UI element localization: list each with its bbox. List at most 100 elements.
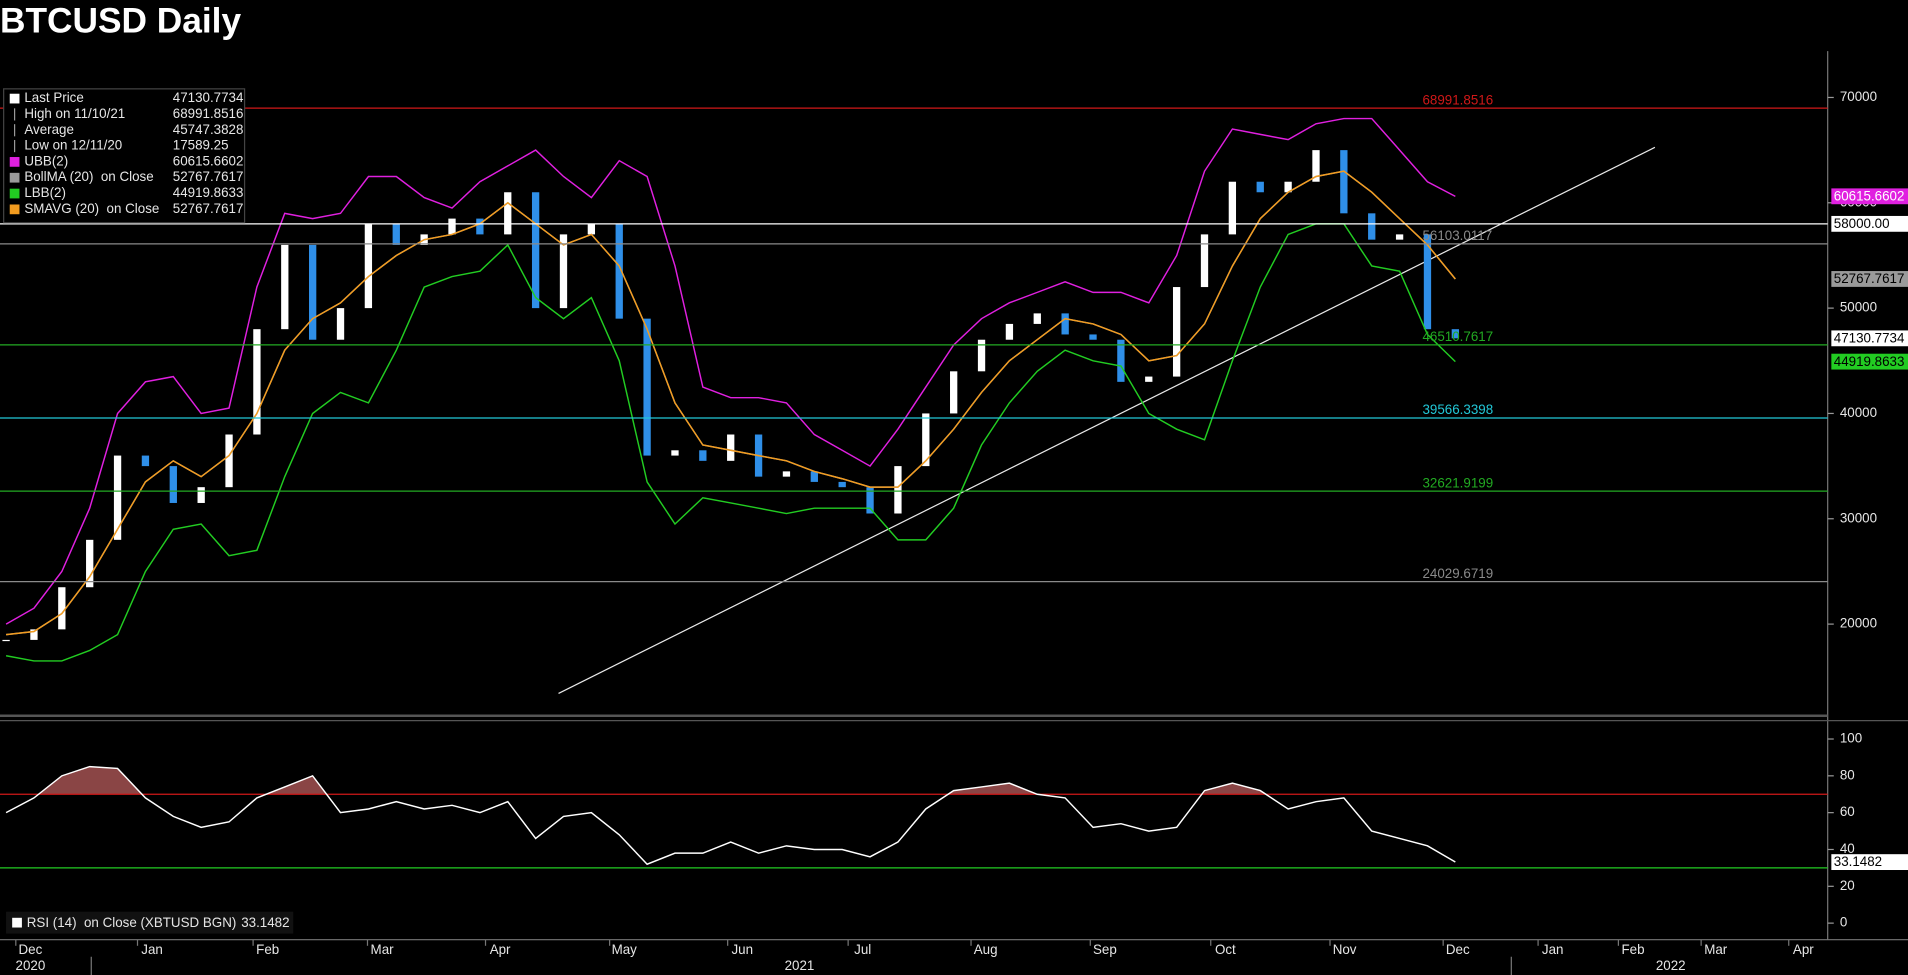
x-tick-label: Jan xyxy=(1542,942,1564,957)
candle xyxy=(838,481,846,488)
series-tag: 47130.7734 xyxy=(1834,330,1905,345)
series-tag: 60615.6602 xyxy=(1834,188,1905,203)
legend-swatch xyxy=(9,204,20,215)
candle xyxy=(476,218,484,235)
x-tick-label: Apr xyxy=(1793,942,1814,957)
candle xyxy=(894,466,902,514)
candle xyxy=(58,587,66,630)
legend-value: 60615.6602 xyxy=(173,153,244,168)
x-tick-label: Mar xyxy=(1704,942,1728,957)
candle xyxy=(364,223,373,309)
candle xyxy=(866,487,874,514)
legend-swatch xyxy=(9,188,20,199)
x-tick-label: Mar xyxy=(371,942,395,957)
candle xyxy=(531,192,540,309)
legend-swatch xyxy=(9,93,20,104)
year-label: 2022 xyxy=(1656,958,1686,973)
candle xyxy=(281,244,289,330)
y-tick-label: 50000 xyxy=(1840,300,1877,315)
candle xyxy=(1451,329,1459,339)
y-tick-label: 30000 xyxy=(1840,510,1877,525)
candle xyxy=(225,434,233,488)
rsi-legend-box xyxy=(6,911,294,934)
level-tag: 58000.00 xyxy=(1834,216,1890,231)
y-tick-label: 70000 xyxy=(1840,89,1877,104)
x-tick-label: Sep xyxy=(1093,942,1117,957)
candle xyxy=(309,244,317,340)
chart-title: BTCUSD Daily xyxy=(0,1,241,40)
y-tick-label: 40 xyxy=(1840,841,1855,856)
candle xyxy=(113,455,122,540)
y-tick-label: 80 xyxy=(1840,767,1855,782)
level-tag-bg xyxy=(1831,215,1908,232)
candle xyxy=(615,223,623,319)
candle xyxy=(86,539,94,588)
candle xyxy=(1284,181,1292,193)
candle xyxy=(643,318,651,456)
legend-value: 52767.7617 xyxy=(173,169,244,184)
candle xyxy=(1089,334,1097,340)
candle xyxy=(671,450,679,456)
candle xyxy=(1145,376,1153,382)
legend-value: 45747.3828 xyxy=(173,122,244,137)
candle xyxy=(197,487,205,503)
level-label: 56103.0117 xyxy=(1422,228,1492,243)
y-tick-label: 20 xyxy=(1840,878,1855,893)
series-line xyxy=(5,223,1456,662)
price-panel xyxy=(2,117,1656,694)
legend-box xyxy=(3,88,246,224)
candle xyxy=(1117,339,1125,382)
legend-label: UBB(2) xyxy=(24,153,68,168)
legend-value: 52767.7617 xyxy=(173,201,244,216)
legend-label: RSI (14) on Close (XBTUSD BGN) xyxy=(27,915,237,930)
year-label: 2021 xyxy=(785,958,815,973)
series-tag-bg xyxy=(1831,854,1908,871)
candle xyxy=(141,455,150,467)
y-tick-label: 60 xyxy=(1840,804,1855,819)
legend-value: 68991.8516 xyxy=(173,106,244,121)
legend-swatch xyxy=(9,172,20,183)
candle xyxy=(950,371,958,414)
x-tick-label: Jan xyxy=(141,942,163,957)
level-label: 46510.7617 xyxy=(1422,329,1493,344)
year-label: 2020 xyxy=(16,958,46,973)
y-tick-label: 40000 xyxy=(1840,405,1877,420)
candle xyxy=(1200,234,1209,288)
series-line xyxy=(5,765,1456,866)
legend-value: 44919.8633 xyxy=(173,185,244,200)
x-tick-label: Dec xyxy=(1446,942,1470,957)
candle xyxy=(782,471,791,477)
candle xyxy=(448,218,456,235)
candle xyxy=(1033,313,1041,324)
legend-value: 47130.7734 xyxy=(173,90,244,105)
series-tag-bg xyxy=(1831,353,1908,370)
candle xyxy=(1256,181,1264,193)
legend: Last Price 47130.7734 High on 11/10/21 6899… xyxy=(3,88,246,224)
series-tag: 52767.7617 xyxy=(1834,271,1905,286)
series-tag-bg xyxy=(1831,330,1908,347)
x-tick-label: May xyxy=(612,942,638,957)
candle xyxy=(810,471,818,482)
candle xyxy=(1312,150,1320,182)
legend-label: Last Price xyxy=(24,90,83,105)
candle xyxy=(727,434,735,461)
y-tick-label: 100 xyxy=(1840,731,1862,746)
legend-value: 17589.25 xyxy=(173,138,229,153)
legend-swatch xyxy=(9,157,20,167)
candle xyxy=(1423,234,1432,330)
legend-label: Low on 12/11/20 xyxy=(24,138,122,153)
x-tick-label: Jul xyxy=(854,942,871,957)
trendline xyxy=(558,146,1656,694)
y-tick-label: 20000 xyxy=(1840,616,1877,631)
candle xyxy=(504,192,512,235)
x-tick-label: Oct xyxy=(1215,942,1236,957)
series-tag: 44919.8633 xyxy=(1834,354,1905,369)
candle xyxy=(559,234,568,309)
candle xyxy=(30,629,38,640)
level-label: 32621.9199 xyxy=(1422,475,1493,490)
series-line xyxy=(6,170,1456,636)
candle xyxy=(1228,181,1237,235)
legend-swatch xyxy=(12,917,22,928)
